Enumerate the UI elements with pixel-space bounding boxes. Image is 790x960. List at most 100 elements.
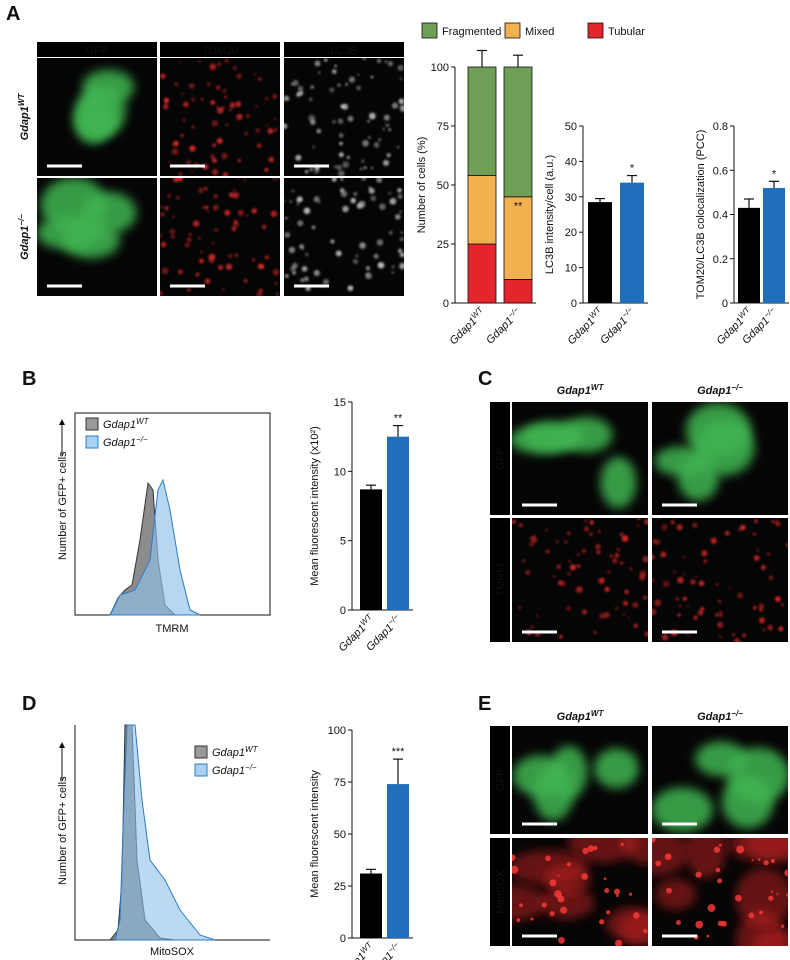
speck: [617, 548, 620, 551]
row-label: GFP: [495, 769, 507, 792]
speck: [587, 845, 595, 852]
speck: [308, 114, 316, 122]
speck: [342, 205, 349, 213]
speck: [752, 605, 757, 610]
cell: [600, 456, 637, 509]
bar-segment: [503, 66, 533, 198]
speck: [512, 854, 516, 862]
speck: [264, 167, 269, 172]
speck: [211, 157, 217, 163]
speck: [719, 613, 723, 617]
x-tick-label: Gdap1−/−: [596, 305, 638, 347]
speck: [698, 580, 705, 587]
speck: [183, 101, 189, 108]
speck: [395, 214, 401, 220]
speck: [160, 290, 164, 296]
speck: [284, 231, 291, 238]
micrograph-bg: [160, 178, 280, 296]
speck: [399, 105, 404, 112]
speck: [624, 589, 629, 595]
haze: [735, 867, 788, 928]
micrograph: [512, 402, 648, 515]
speck: [224, 95, 228, 99]
micrograph: [160, 58, 280, 176]
speck: [396, 145, 400, 149]
speck: [368, 186, 372, 189]
speck: [305, 252, 309, 257]
speck: [257, 263, 263, 269]
speck: [695, 871, 702, 878]
speck: [284, 216, 288, 220]
speck: [383, 159, 390, 166]
speck: [296, 202, 300, 206]
speck: [675, 597, 680, 601]
y-tick-label: 30: [565, 192, 577, 204]
speck: [338, 133, 344, 138]
histogram-curve: [109, 478, 201, 616]
speck: [576, 564, 581, 569]
row-label: TMRM: [495, 564, 507, 597]
speck: [386, 153, 391, 158]
speck: [347, 115, 354, 122]
speck: [622, 600, 629, 606]
speck: [545, 549, 550, 554]
speck: [717, 599, 722, 604]
legend-swatch: [85, 435, 99, 449]
speck: [683, 596, 687, 601]
speck: [599, 919, 605, 925]
bar: [620, 182, 644, 303]
speck: [168, 160, 171, 164]
speck: [317, 71, 321, 74]
speck: [270, 210, 278, 218]
speck: [734, 637, 741, 642]
speck: [222, 89, 227, 93]
speck: [313, 196, 320, 203]
speck: [384, 60, 388, 63]
speck: [323, 279, 329, 285]
speck: [577, 553, 580, 556]
speck: [329, 87, 335, 93]
speck: [675, 919, 681, 926]
speck: [758, 910, 763, 915]
speck: [314, 169, 319, 174]
micrograph: [652, 838, 788, 946]
speck: [212, 241, 215, 244]
speck: [363, 166, 367, 170]
speck: [657, 518, 661, 520]
speck: [367, 120, 370, 123]
micrograph: [512, 726, 648, 834]
speck: [160, 233, 163, 238]
speck: [191, 125, 195, 129]
speck: [309, 167, 314, 172]
column-header-sup: −/−: [731, 709, 743, 718]
speck: [757, 858, 761, 861]
speck: [194, 294, 197, 296]
bar: [588, 202, 612, 303]
speck: [340, 178, 344, 181]
speck: [397, 248, 403, 254]
speck: [340, 104, 345, 109]
speck: [529, 541, 534, 547]
haze: [621, 838, 648, 865]
speck: [583, 526, 590, 532]
speck: [210, 100, 216, 105]
speck: [710, 537, 717, 544]
speck: [216, 137, 223, 144]
column-header: LC3B: [330, 45, 358, 57]
speck: [313, 270, 320, 277]
column-header: Gdap1WT: [557, 709, 605, 724]
speck: [274, 117, 277, 120]
x-tick-label: Gdap1WT: [446, 304, 489, 347]
speck: [253, 72, 257, 76]
speck: [171, 148, 179, 155]
speck: [272, 94, 277, 99]
y-tick-label: 75: [437, 121, 449, 133]
speck: [173, 140, 179, 146]
speck: [339, 188, 345, 193]
speck: [377, 261, 385, 269]
speck: [310, 85, 315, 89]
speck: [609, 554, 614, 558]
speck: [701, 550, 708, 557]
speck: [318, 201, 321, 204]
speck: [187, 288, 191, 292]
